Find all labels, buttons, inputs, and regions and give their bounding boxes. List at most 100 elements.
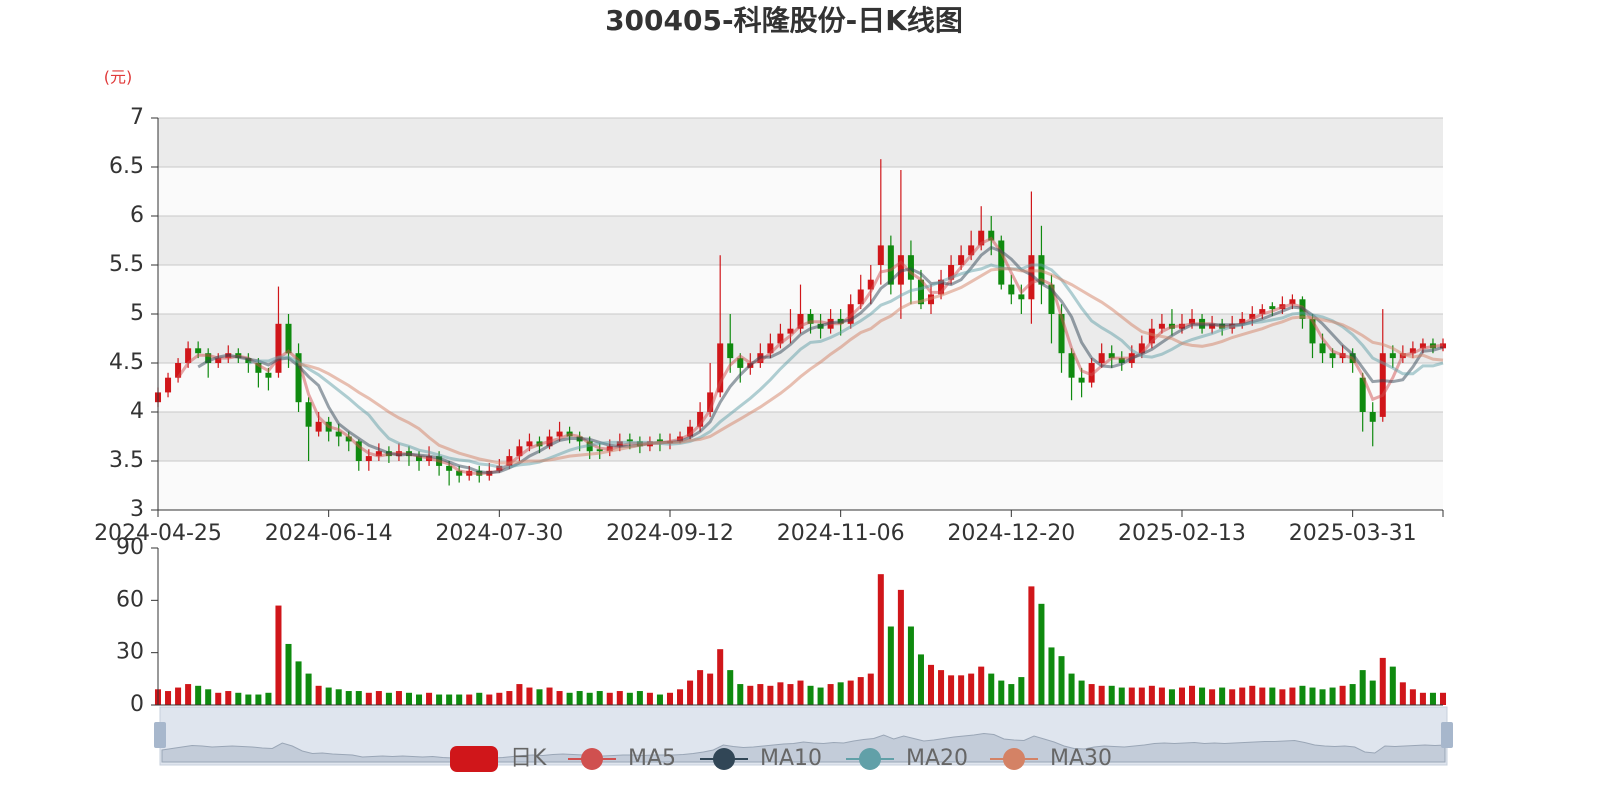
volume-bar: [797, 680, 804, 705]
volume-bar: [305, 673, 312, 705]
volume-bar: [385, 692, 392, 705]
candle-body: [1239, 318, 1246, 324]
volume-bar: [275, 605, 282, 705]
volume-bar: [1439, 692, 1447, 705]
volume-bar: [1419, 692, 1426, 705]
volume-bar: [1098, 685, 1105, 705]
legend-icon[interactable]: [1003, 748, 1025, 770]
candle-body: [737, 358, 744, 368]
volume-bar: [375, 691, 382, 705]
volume-bar: [837, 682, 844, 705]
split-area: [158, 461, 1443, 510]
volume-bar: [486, 694, 493, 705]
volume-bar: [1259, 687, 1266, 705]
volume-bar: [165, 691, 172, 705]
legend-label[interactable]: MA20: [906, 746, 968, 771]
candle-body: [175, 363, 182, 378]
candle-body: [285, 323, 292, 354]
volume-bar: [1128, 687, 1135, 705]
volume-bar: [1329, 687, 1336, 705]
candle-body: [375, 451, 382, 457]
candle-body: [948, 265, 955, 280]
legend-label[interactable]: MA5: [628, 746, 676, 771]
candle-body: [1028, 255, 1035, 300]
zoom-handle-right[interactable]: [1441, 722, 1453, 748]
x-tick-label: 2024-09-12: [606, 521, 734, 546]
candle-body: [1068, 353, 1075, 378]
legend-label[interactable]: MA10: [760, 746, 822, 771]
y-tick-label: 6: [130, 203, 144, 228]
candle-body: [1018, 294, 1025, 300]
volume-bar: [416, 694, 423, 705]
candle-body: [365, 456, 372, 461]
candle-body: [767, 343, 774, 354]
candle-body: [717, 343, 724, 393]
candle-body: [626, 439, 633, 442]
volume-bar: [666, 692, 674, 705]
split-area: [158, 118, 1443, 167]
volume-bar: [907, 626, 914, 705]
y-tick-label: 5.5: [109, 252, 144, 277]
legend-label[interactable]: 日K: [510, 746, 547, 771]
candle-body: [1048, 284, 1055, 314]
legend-icon[interactable]: [581, 748, 603, 770]
volume-bar: [185, 684, 192, 705]
volume-bar: [255, 694, 262, 705]
volume-bar: [737, 684, 744, 705]
volume-bar: [576, 691, 583, 705]
y-tick-label: 7: [130, 105, 144, 130]
volume-bar: [516, 684, 523, 705]
volume-bar: [1189, 685, 1196, 705]
legend-icon[interactable]: [859, 748, 881, 770]
volume-bar: [566, 692, 573, 705]
candle-body: [1319, 343, 1326, 354]
candle-body: [656, 439, 663, 442]
x-tick-label: 2025-03-31: [1289, 521, 1417, 546]
zoom-handle-left[interactable]: [154, 722, 166, 748]
candle-body: [185, 348, 192, 363]
volume-bar: [1349, 684, 1356, 705]
candle-body: [295, 353, 302, 403]
volume-bar: [556, 691, 563, 705]
legend-label[interactable]: MA30: [1050, 746, 1112, 771]
candle-body: [797, 314, 804, 329]
volume-bar: [1249, 685, 1256, 705]
legend-icon[interactable]: [713, 748, 735, 770]
volume-bar: [225, 691, 232, 705]
volume-bar: [1138, 687, 1145, 705]
split-area: [158, 363, 1443, 412]
volume-bar: [857, 677, 864, 705]
volume-bar: [626, 692, 633, 705]
volume-bar: [1209, 689, 1216, 705]
candle-body: [1078, 377, 1085, 383]
volume-bar: [988, 673, 995, 705]
candle-body: [506, 456, 513, 466]
candle-body: [1058, 314, 1065, 354]
candle-body: [1269, 306, 1276, 310]
volume-bar: [1389, 666, 1396, 705]
volume-bar: [1199, 687, 1206, 705]
volume-bar: [636, 691, 643, 705]
candle-body: [1369, 412, 1376, 422]
volume-bar: [938, 670, 945, 705]
volume-bar: [215, 692, 222, 705]
unit-label: (元): [104, 68, 133, 87]
y-tick-label: 3: [130, 497, 144, 522]
candle-body: [917, 279, 924, 305]
volume-bar: [1219, 687, 1226, 705]
volume-bar: [285, 643, 292, 705]
split-area: [158, 216, 1443, 265]
volume-bar: [727, 670, 734, 705]
candle-body: [416, 456, 423, 461]
candle-body: [265, 372, 272, 378]
volume-bar: [867, 673, 874, 705]
data-zoom[interactable]: [154, 706, 1453, 766]
candle-body: [968, 245, 975, 256]
volume-bar: [446, 694, 453, 705]
legend-icon[interactable]: [450, 746, 498, 772]
candle-body: [315, 421, 322, 432]
volume-bar: [1108, 685, 1115, 705]
volume-bar: [817, 687, 824, 705]
